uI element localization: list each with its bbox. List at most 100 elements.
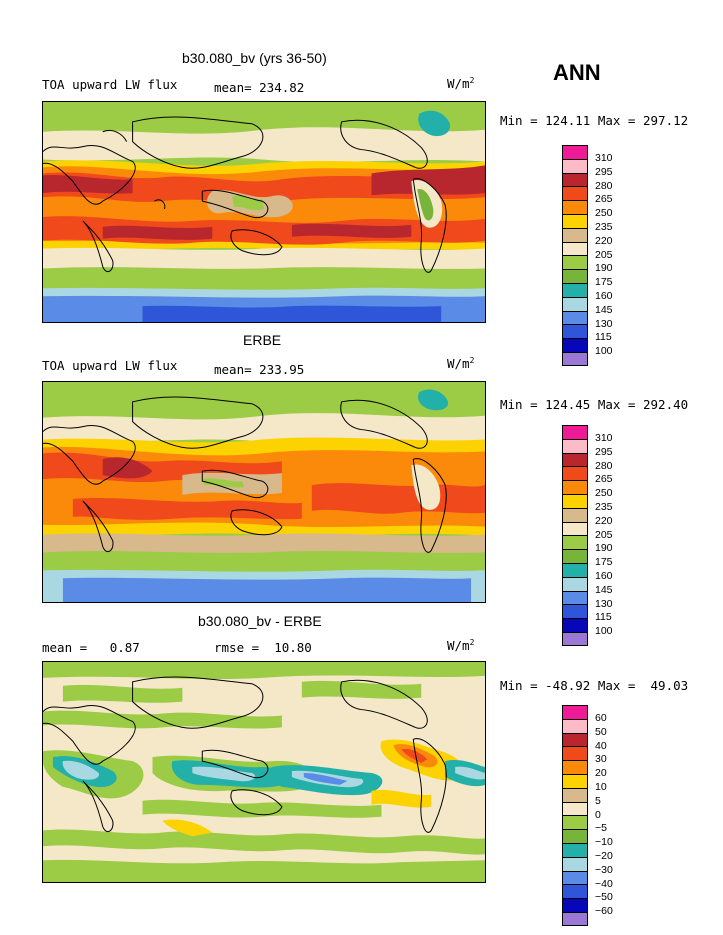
colorbar-label: 310 <box>595 152 613 164</box>
colorbar-label: 250 <box>595 487 613 500</box>
colorbar-swatch <box>562 870 588 885</box>
colorbar-label: 145 <box>595 303 613 316</box>
panel2-map <box>42 381 486 603</box>
colorbar-label: 235 <box>595 500 613 513</box>
colorbar-swatch <box>562 296 588 311</box>
colorbar-swatch <box>562 480 588 494</box>
colorbar-label: −40 <box>595 877 613 890</box>
colorbar-label: 160 <box>595 569 613 582</box>
panel1-units: W/m2 <box>447 76 475 92</box>
colorbar-swatch <box>562 269 588 283</box>
colorbar-swatch <box>562 911 588 926</box>
colorbar-label: −10 <box>595 836 613 849</box>
colorbar-swatch <box>562 562 588 577</box>
colorbar-label: 100 <box>595 345 613 358</box>
colorbar-swatch <box>562 213 588 228</box>
colorbar-swatch <box>562 438 588 453</box>
colorbar-label: 250 <box>595 207 613 220</box>
colorbar-label: −30 <box>595 863 613 876</box>
panel1-map <box>42 101 486 323</box>
colorbar-swatch <box>562 507 588 522</box>
panel2-title: ERBE <box>243 332 282 348</box>
colorbar-label: 310 <box>595 432 613 444</box>
colorbar-swatch <box>562 604 588 619</box>
colorbar-swatch <box>562 746 588 761</box>
colorbar-label: −20 <box>595 849 613 862</box>
colorbar-swatch <box>562 815 588 830</box>
panel3-colorbar-labels: 60 50 40 30 20 10 5 0 −5 −10 −20 −30 −40… <box>595 712 613 919</box>
panel1-colorbar-labels: 310 295 280 265 250 235 220 205 190 175 … <box>595 152 613 359</box>
panel3-map <box>42 661 486 883</box>
colorbar-label: 190 <box>595 262 613 275</box>
colorbar-swatch <box>562 145 588 159</box>
colorbar-label: 10 <box>595 780 607 793</box>
panel3-minmax: Min = -48.92 Max = 49.03 <box>500 678 689 693</box>
colorbar-swatch <box>562 787 588 802</box>
panel3-rmse-label: rmse = 10.80 <box>214 640 312 655</box>
panel3-title: b30.080_bv - ERBE <box>198 613 322 629</box>
colorbar-swatch <box>562 466 588 481</box>
panel1-minmax: Min = 124.11 Max = 297.12 <box>500 113 689 128</box>
colorbar-label: 220 <box>595 514 613 527</box>
panel2-mean-label: mean= 233.95 <box>214 362 305 377</box>
colorbar-label: 175 <box>595 276 613 289</box>
colorbar-swatch <box>562 576 588 591</box>
panel2-minmax: Min = 124.45 Max = 292.40 <box>500 397 689 412</box>
colorbar-swatch <box>562 631 588 646</box>
panel3-colorbar <box>562 705 588 926</box>
panel3-units: W/m2 <box>447 638 475 654</box>
colorbar-label: 40 <box>595 739 607 752</box>
colorbar-swatch <box>562 158 588 173</box>
colorbar-label: 145 <box>595 583 613 596</box>
colorbar-label: 50 <box>595 725 607 738</box>
colorbar-swatch <box>562 521 588 536</box>
season-label: ANN <box>553 60 601 85</box>
colorbar-label: 235 <box>595 220 613 233</box>
colorbar-swatch <box>562 801 588 816</box>
colorbar-label: 115 <box>595 611 612 624</box>
panel2-colorbar <box>562 425 588 646</box>
colorbar-swatch <box>562 884 588 899</box>
colorbar-label: 205 <box>595 248 613 261</box>
colorbar-swatch <box>562 718 588 733</box>
colorbar-swatch <box>562 898 588 912</box>
colorbar-label: 205 <box>595 528 613 541</box>
colorbar-swatch <box>562 705 588 719</box>
colorbar-swatch <box>562 282 588 297</box>
panel2-units: W/m2 <box>447 356 475 372</box>
panel3-mean-label: mean = 0.87 <box>42 640 140 655</box>
colorbar-label: 115 <box>595 331 612 344</box>
colorbar-swatch <box>562 186 588 201</box>
colorbar-label: −50 <box>595 891 613 904</box>
colorbar-label: 190 <box>595 542 613 555</box>
colorbar-label: 295 <box>595 165 613 178</box>
colorbar-label: 220 <box>595 234 613 247</box>
colorbar-swatch <box>562 255 588 270</box>
colorbar-swatch <box>562 842 588 857</box>
panel1-mean-label: mean= 234.82 <box>214 80 305 95</box>
colorbar-swatch <box>562 324 588 339</box>
colorbar-swatch <box>562 227 588 242</box>
colorbar-label: 265 <box>595 193 613 206</box>
colorbar-swatch <box>562 241 588 256</box>
colorbar-swatch <box>562 590 588 605</box>
panel1-title: b30.080_bv (yrs 36-50) <box>182 50 327 66</box>
colorbar-label: 100 <box>595 625 613 638</box>
colorbar-swatch <box>562 200 588 214</box>
colorbar-swatch <box>562 773 588 788</box>
colorbar-label: 60 <box>595 712 607 724</box>
colorbar-label: 160 <box>595 289 613 302</box>
colorbar-swatch <box>562 452 588 467</box>
colorbar-swatch <box>562 493 588 508</box>
colorbar-label: 20 <box>595 767 607 780</box>
panel2-colorbar-labels: 310 295 280 265 250 235 220 205 190 175 … <box>595 432 613 639</box>
colorbar-swatch <box>562 310 588 325</box>
panel1-left-label: TOA upward LW flux <box>42 77 178 92</box>
colorbar-label: 30 <box>595 753 607 766</box>
colorbar-label: 130 <box>595 597 613 610</box>
colorbar-swatch <box>562 351 588 366</box>
colorbar-swatch <box>562 732 588 747</box>
colorbar-label: 130 <box>595 317 613 330</box>
colorbar-swatch <box>562 760 588 774</box>
colorbar-label: 175 <box>595 556 613 569</box>
